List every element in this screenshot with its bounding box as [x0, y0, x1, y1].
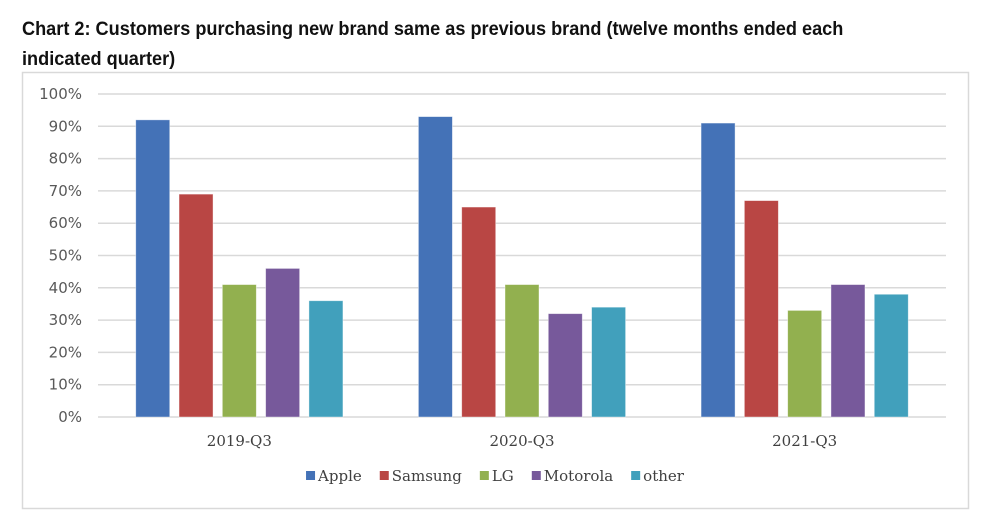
y-axis-ticks: 0% 10% 20% 30% 40% 50% 60% 70% 80% 90% 100%	[39, 85, 82, 426]
y-tick-label: 40%	[49, 279, 82, 297]
y-tick-label: 60%	[49, 214, 82, 232]
y-tick-label: 30%	[49, 311, 82, 329]
bar-lg-2021-q3	[787, 310, 823, 418]
y-tick-label: 90%	[49, 117, 82, 135]
y-tick-label: 10%	[49, 376, 82, 394]
bar-samsung-2021-q3	[743, 200, 779, 418]
bar-other-2019-q3	[308, 300, 344, 418]
bar-samsung-2019-q3	[178, 193, 214, 418]
bar-apple-2020-q3	[417, 116, 453, 418]
legend-item-apple: Apple	[306, 467, 362, 485]
x-tick-label: 2021-Q3	[772, 432, 837, 450]
bars	[135, 116, 909, 418]
legend-swatch	[531, 471, 541, 480]
bar-samsung-2020-q3	[461, 206, 497, 418]
bar-motorola-2019-q3	[265, 268, 301, 418]
bar-other-2021-q3	[873, 293, 909, 418]
legend-swatch	[631, 471, 641, 480]
legend-label: Samsung	[392, 467, 462, 485]
bar-apple-2019-q3	[135, 119, 171, 418]
legend-item-samsung: Samsung	[379, 467, 462, 485]
legend-label: Motorola	[544, 467, 613, 485]
y-tick-label: 20%	[49, 343, 82, 361]
y-tick-label: 80%	[49, 150, 82, 168]
legend-label: Apple	[317, 467, 362, 485]
y-tick-label: 100%	[39, 85, 82, 103]
x-tick-label: 2020-Q3	[489, 432, 554, 450]
legend-item-motorola: Motorola	[531, 467, 613, 485]
x-axis-ticks: 2019-Q3 2020-Q3 2021-Q3	[207, 432, 837, 450]
y-tick-label: 0%	[58, 408, 82, 426]
bar-motorola-2020-q3	[547, 313, 583, 418]
bar-motorola-2021-q3	[830, 284, 866, 418]
bar-lg-2019-q3	[221, 284, 257, 418]
x-tick-label: 2019-Q3	[207, 432, 272, 450]
bar-lg-2020-q3	[504, 284, 540, 418]
legend-swatch	[306, 471, 316, 480]
legend-swatch	[379, 471, 389, 480]
legend-item-other: other	[631, 467, 685, 485]
legend-label: other	[643, 467, 685, 485]
y-tick-label: 70%	[49, 182, 82, 200]
bar-other-2020-q3	[591, 306, 626, 418]
chart-title: Chart 2: Customers purchasing new brand …	[22, 18, 844, 70]
legend-item-lg: LG	[479, 467, 514, 485]
legend-label: LG	[492, 467, 514, 485]
legend: Apple Samsung LG Motorola other	[306, 467, 685, 485]
legend-swatch	[479, 471, 489, 480]
bar-apple-2021-q3	[700, 122, 736, 418]
y-tick-label: 50%	[49, 247, 82, 265]
